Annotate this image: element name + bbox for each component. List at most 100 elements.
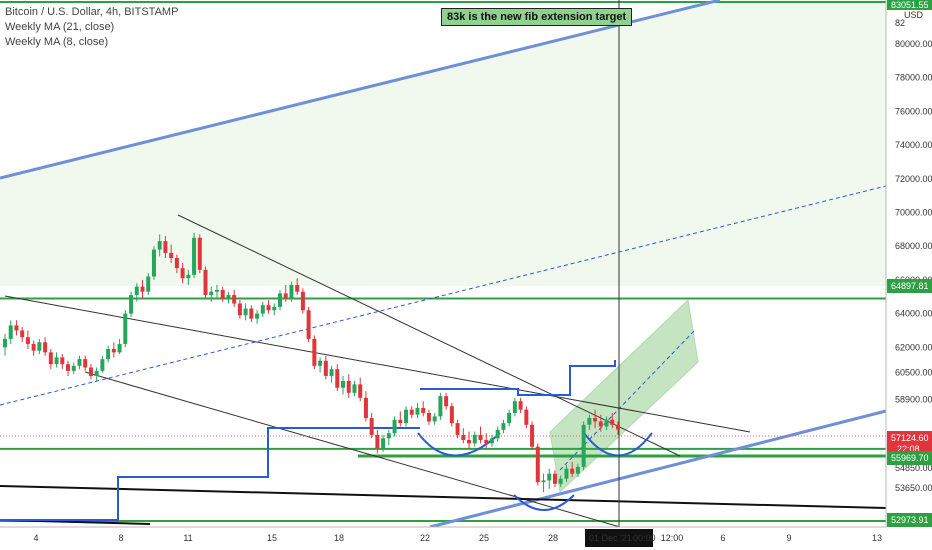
candle	[484, 433, 489, 449]
candle	[306, 306, 311, 343]
candle-body	[197, 237, 202, 270]
candle-body	[140, 286, 145, 292]
top-price-badge-text: 83051.55	[891, 0, 929, 10]
top-price-badge	[887, 0, 932, 10]
price-axis[interactable]: 80000.00 78000.00 76000.00 74000.00 72000.00…	[885, 0, 932, 550]
candle-body	[369, 418, 374, 435]
candle	[77, 355, 82, 370]
candle-body	[381, 438, 386, 449]
candle	[283, 284, 288, 302]
candle	[14, 320, 19, 336]
candle	[295, 278, 300, 296]
candle-body	[100, 359, 105, 371]
time-tick-label: 12:00	[661, 533, 684, 543]
weekly-ma8-line	[420, 360, 616, 396]
candle-body	[593, 418, 598, 422]
ma21-legend[interactable]: Weekly MA (21, close)	[5, 21, 115, 33]
candle	[575, 463, 580, 478]
candle-body	[180, 268, 185, 279]
candle-body	[341, 381, 346, 388]
candle-body	[495, 429, 500, 439]
candle-body	[421, 407, 426, 414]
candle-body	[60, 357, 65, 365]
candle	[375, 429, 380, 454]
candle-body	[558, 478, 563, 484]
candle	[530, 421, 535, 451]
candle	[524, 406, 529, 429]
candle	[444, 392, 449, 410]
fib-target-annotation[interactable]: 83k is the new fib extension target	[441, 8, 633, 26]
candle	[192, 232, 197, 279]
candle	[48, 348, 53, 370]
time-tick-label: 25	[479, 533, 489, 543]
candle-body	[358, 384, 363, 398]
candle	[518, 397, 523, 414]
ma8-legend[interactable]: Weekly MA (8, close)	[5, 36, 109, 48]
candle	[449, 402, 454, 427]
candle	[37, 338, 42, 355]
candle	[226, 291, 231, 304]
candle-body	[352, 384, 357, 393]
candle	[369, 413, 374, 439]
candle-body	[88, 367, 93, 376]
symbol-title[interactable]: Bitcoin / U.S. Dollar, 4h, BITSTAMP	[5, 6, 179, 18]
price-badge-text: 57124.60	[891, 433, 929, 443]
candle	[352, 381, 357, 397]
candle-body	[541, 480, 546, 483]
weekly-ma21-line	[0, 427, 420, 521]
candle	[363, 391, 368, 422]
candle	[129, 291, 134, 317]
candle	[415, 402, 420, 419]
time-tick-label: 13	[872, 533, 882, 543]
candle-body	[386, 433, 391, 439]
candle-body	[129, 295, 134, 314]
price-tick-label: 74000.00	[895, 140, 932, 150]
descending-trendline-1	[177, 214, 681, 457]
candles	[3, 232, 620, 493]
trend-lines	[0, 0, 887, 529]
candle-body	[169, 252, 174, 258]
candle-body	[66, 364, 71, 371]
candle	[117, 338, 122, 355]
candle-body	[31, 343, 36, 351]
candle	[8, 320, 13, 344]
chart-legend: Bitcoin / U.S. Dollar, 4h, BITSTAMP Week…	[5, 5, 178, 50]
price-badge-sub: 22:08	[897, 444, 920, 454]
candle-body	[209, 291, 214, 296]
time-tick-label: 4	[33, 533, 38, 543]
candle-body	[300, 291, 305, 311]
price-tick-label: 68000.00	[895, 241, 932, 251]
candle	[461, 428, 466, 444]
candle	[489, 434, 494, 447]
candle	[455, 419, 460, 439]
candle-body	[260, 305, 265, 314]
long-support-line	[0, 485, 887, 509]
candle	[94, 367, 99, 382]
time-tick-label: 28	[548, 533, 558, 543]
price-badge	[887, 451, 932, 465]
candle-body	[570, 468, 575, 474]
channel-zone	[0, 0, 886, 286]
candle-body	[37, 342, 42, 351]
candle-body	[598, 421, 603, 427]
candle-body	[117, 343, 122, 353]
candle	[31, 340, 36, 356]
time-axis[interactable]: 4 8 11 15 18 22 25 28 6 9 13 12:00 01 Dec '21 00:00	[0, 526, 886, 550]
candle	[610, 413, 615, 429]
candle-body	[255, 313, 260, 319]
candle	[552, 470, 557, 488]
price-tick-label: 58900.00	[895, 395, 932, 405]
candle	[541, 473, 546, 493]
candle-body	[174, 257, 179, 269]
candle-body	[507, 413, 512, 424]
price-tick-label: 76000.00	[895, 106, 932, 116]
candle-body	[192, 237, 197, 275]
candle-body	[71, 365, 76, 371]
mid-channel-line	[0, 185, 887, 406]
candle	[140, 279, 145, 299]
candle	[587, 414, 592, 430]
candle	[180, 263, 185, 284]
currency-label: USD	[904, 10, 924, 20]
candle-body	[426, 413, 431, 422]
